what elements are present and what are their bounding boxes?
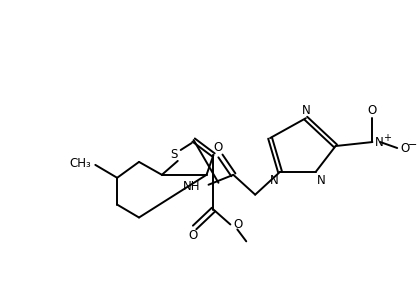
Text: O: O [214,141,223,154]
Text: O: O [188,229,197,243]
Text: CH₃: CH₃ [70,157,92,170]
Text: −: − [408,140,418,150]
Text: N: N [375,136,384,148]
Text: S: S [170,148,178,162]
Text: O: O [400,142,409,154]
Text: N: N [270,174,279,187]
Text: O: O [368,104,377,117]
Text: +: + [383,133,391,143]
Text: NH: NH [183,180,201,193]
Text: O: O [233,218,242,231]
Text: N: N [317,174,326,187]
Text: N: N [301,104,310,117]
